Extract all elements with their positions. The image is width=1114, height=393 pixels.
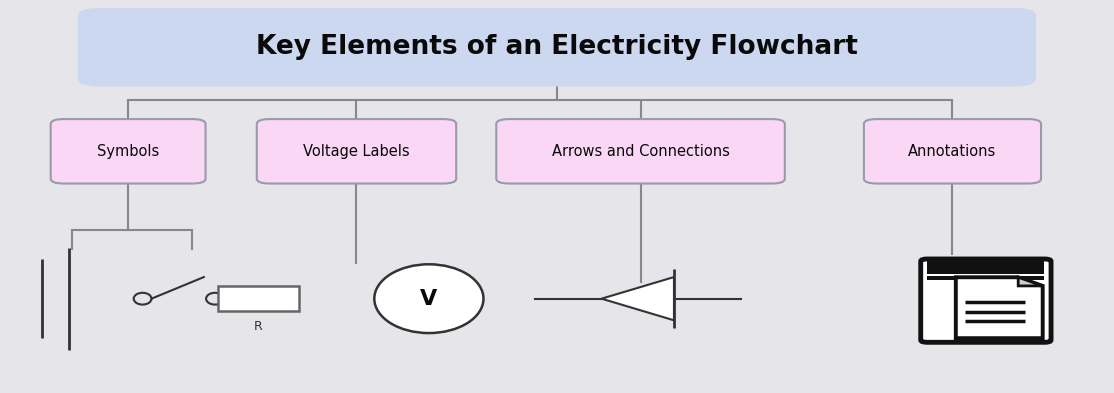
Polygon shape xyxy=(956,277,1043,338)
FancyBboxPatch shape xyxy=(256,119,457,184)
Ellipse shape xyxy=(206,293,224,305)
FancyBboxPatch shape xyxy=(51,119,205,184)
Text: Key Elements of an Electricity Flowchart: Key Elements of an Electricity Flowchart xyxy=(256,34,858,60)
Ellipse shape xyxy=(134,293,152,305)
Bar xyxy=(927,276,1045,280)
Text: Annotations: Annotations xyxy=(908,144,997,159)
Bar xyxy=(218,286,299,311)
Polygon shape xyxy=(1018,277,1043,286)
FancyBboxPatch shape xyxy=(78,8,1036,86)
Text: Arrows and Connections: Arrows and Connections xyxy=(551,144,730,159)
FancyBboxPatch shape xyxy=(496,119,784,184)
FancyBboxPatch shape xyxy=(920,259,1052,342)
Text: Voltage Labels: Voltage Labels xyxy=(303,144,410,159)
Text: V: V xyxy=(420,289,438,309)
Bar xyxy=(927,261,1045,274)
Polygon shape xyxy=(602,277,674,320)
Text: R: R xyxy=(254,320,263,333)
FancyBboxPatch shape xyxy=(864,119,1040,184)
Text: Symbols: Symbols xyxy=(97,144,159,159)
Ellipse shape xyxy=(374,264,483,333)
